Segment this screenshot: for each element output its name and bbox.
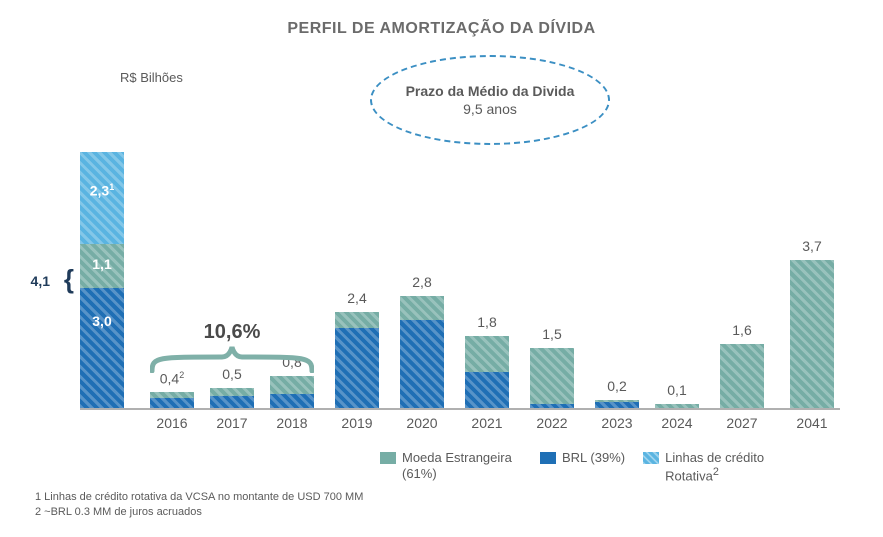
segment-brl: 3,0: [80, 288, 124, 408]
segment-brl: [335, 328, 379, 408]
bracket-icon: [150, 345, 314, 373]
side-bracket-value: 4,1: [31, 273, 50, 289]
avg-term-callout: Prazo da Médio da Divida 9,5 anos: [370, 55, 610, 145]
bar-total-label: 1,8: [457, 314, 517, 330]
y-axis-label: R$ Bilhões: [120, 70, 183, 85]
segment-foreign: [465, 336, 509, 372]
callout-title: Prazo da Médio da Divida: [406, 83, 575, 99]
legend-swatch: [380, 452, 396, 464]
segment-foreign: [335, 312, 379, 328]
segment-foreign: 1,1: [80, 244, 124, 288]
x-label: 2017: [202, 415, 262, 431]
bar-2024: 0,1: [655, 404, 699, 408]
bar-2041: 3,7: [790, 260, 834, 408]
legend-label: Linhas de crédito Rotativa2: [665, 450, 785, 484]
segment-brl: [465, 372, 509, 408]
brace-icon: {: [64, 264, 74, 295]
legend-item-foreign: Moeda Estrangeira (61%): [380, 450, 522, 481]
x-label: 2041: [782, 415, 842, 431]
segment-foreign: [400, 296, 444, 320]
x-label: 2024: [647, 415, 707, 431]
bar-total-label: 1,5: [522, 326, 582, 342]
bar-2018: 0,8: [270, 376, 314, 408]
x-label: 2018: [262, 415, 322, 431]
bar-2021: 1,8: [465, 336, 509, 408]
legend-label: BRL (39%): [562, 450, 625, 466]
segment-inner-label: 2,31: [80, 182, 124, 199]
bar-total-label: 2,4: [327, 290, 387, 306]
segment-foreign: [530, 348, 574, 404]
segment-brl: [210, 396, 254, 408]
bracket-2016-2018: 10,6%: [150, 345, 314, 373]
legend-swatch: [540, 452, 556, 464]
segment-brl: [595, 402, 639, 408]
segment-rotative: 2,31: [80, 152, 124, 244]
x-axis-labels: 201620172018 2019 2020 2021 2022 20232024 2027…: [80, 415, 840, 435]
x-label: 2019: [327, 415, 387, 431]
legend-label: Moeda Estrangeira (61%): [402, 450, 522, 481]
x-label: 2023: [587, 415, 647, 431]
bracket-percent: 10,6%: [150, 321, 314, 344]
bar-total-label: 0,2: [587, 378, 647, 394]
bar-2017: 0,5: [210, 388, 254, 408]
bar-total-label: 1,6: [712, 322, 772, 338]
legend: Moeda Estrangeira (61%) BRL (39%) Linhas d…: [380, 450, 880, 484]
x-label: 2020: [392, 415, 452, 431]
footnote: 1 Linhas de crédito rotativa da VCSA no …: [35, 490, 363, 505]
bar-first: 2,31 1,1 3,0: [80, 152, 124, 408]
chart-title: PERFIL DE AMORTIZAÇÃO DA DÍVIDA: [0, 20, 883, 38]
bar-2023: 0,2: [595, 400, 639, 408]
bar-2016: 0,42: [150, 392, 194, 408]
amortization-chart: 2,311,13,00,420,50,82,42,81,81,50,20,11,…: [80, 150, 840, 430]
bar-total-label: 2,8: [392, 274, 452, 290]
segment-brl: [530, 404, 574, 408]
legend-item-rotative: Linhas de crédito Rotativa2: [643, 450, 785, 484]
bar-2019: 2,4: [335, 312, 379, 408]
segment-foreign: [655, 404, 699, 408]
segment-foreign: [270, 376, 314, 394]
x-label: 2016: [142, 415, 202, 431]
segment-inner-label: 3,0: [80, 313, 124, 329]
footnote: 2 ~BRL 0.3 MM de juros acruados: [35, 505, 363, 520]
x-label: 2027: [712, 415, 772, 431]
segment-brl: [270, 394, 314, 408]
x-label: 2021: [457, 415, 517, 431]
footnotes: 1 Linhas de crédito rotativa da VCSA no …: [35, 490, 363, 520]
segment-foreign: [210, 388, 254, 396]
segment-brl: [400, 320, 444, 408]
segment-foreign: [720, 344, 764, 408]
segment-brl: [150, 398, 194, 408]
bar-2027: 1,6: [720, 344, 764, 408]
legend-swatch: [643, 452, 659, 464]
bar-2020: 2,8: [400, 296, 444, 408]
bar-2022: 1,5: [530, 348, 574, 408]
segment-inner-label: 1,1: [80, 256, 124, 272]
legend-item-brl: BRL (39%): [540, 450, 625, 466]
x-label: 2022: [522, 415, 582, 431]
bar-total-label: 3,7: [782, 238, 842, 254]
callout-value: 9,5 anos: [463, 101, 517, 117]
bar-total-label: 0,1: [647, 382, 707, 398]
segment-foreign: [790, 260, 834, 408]
